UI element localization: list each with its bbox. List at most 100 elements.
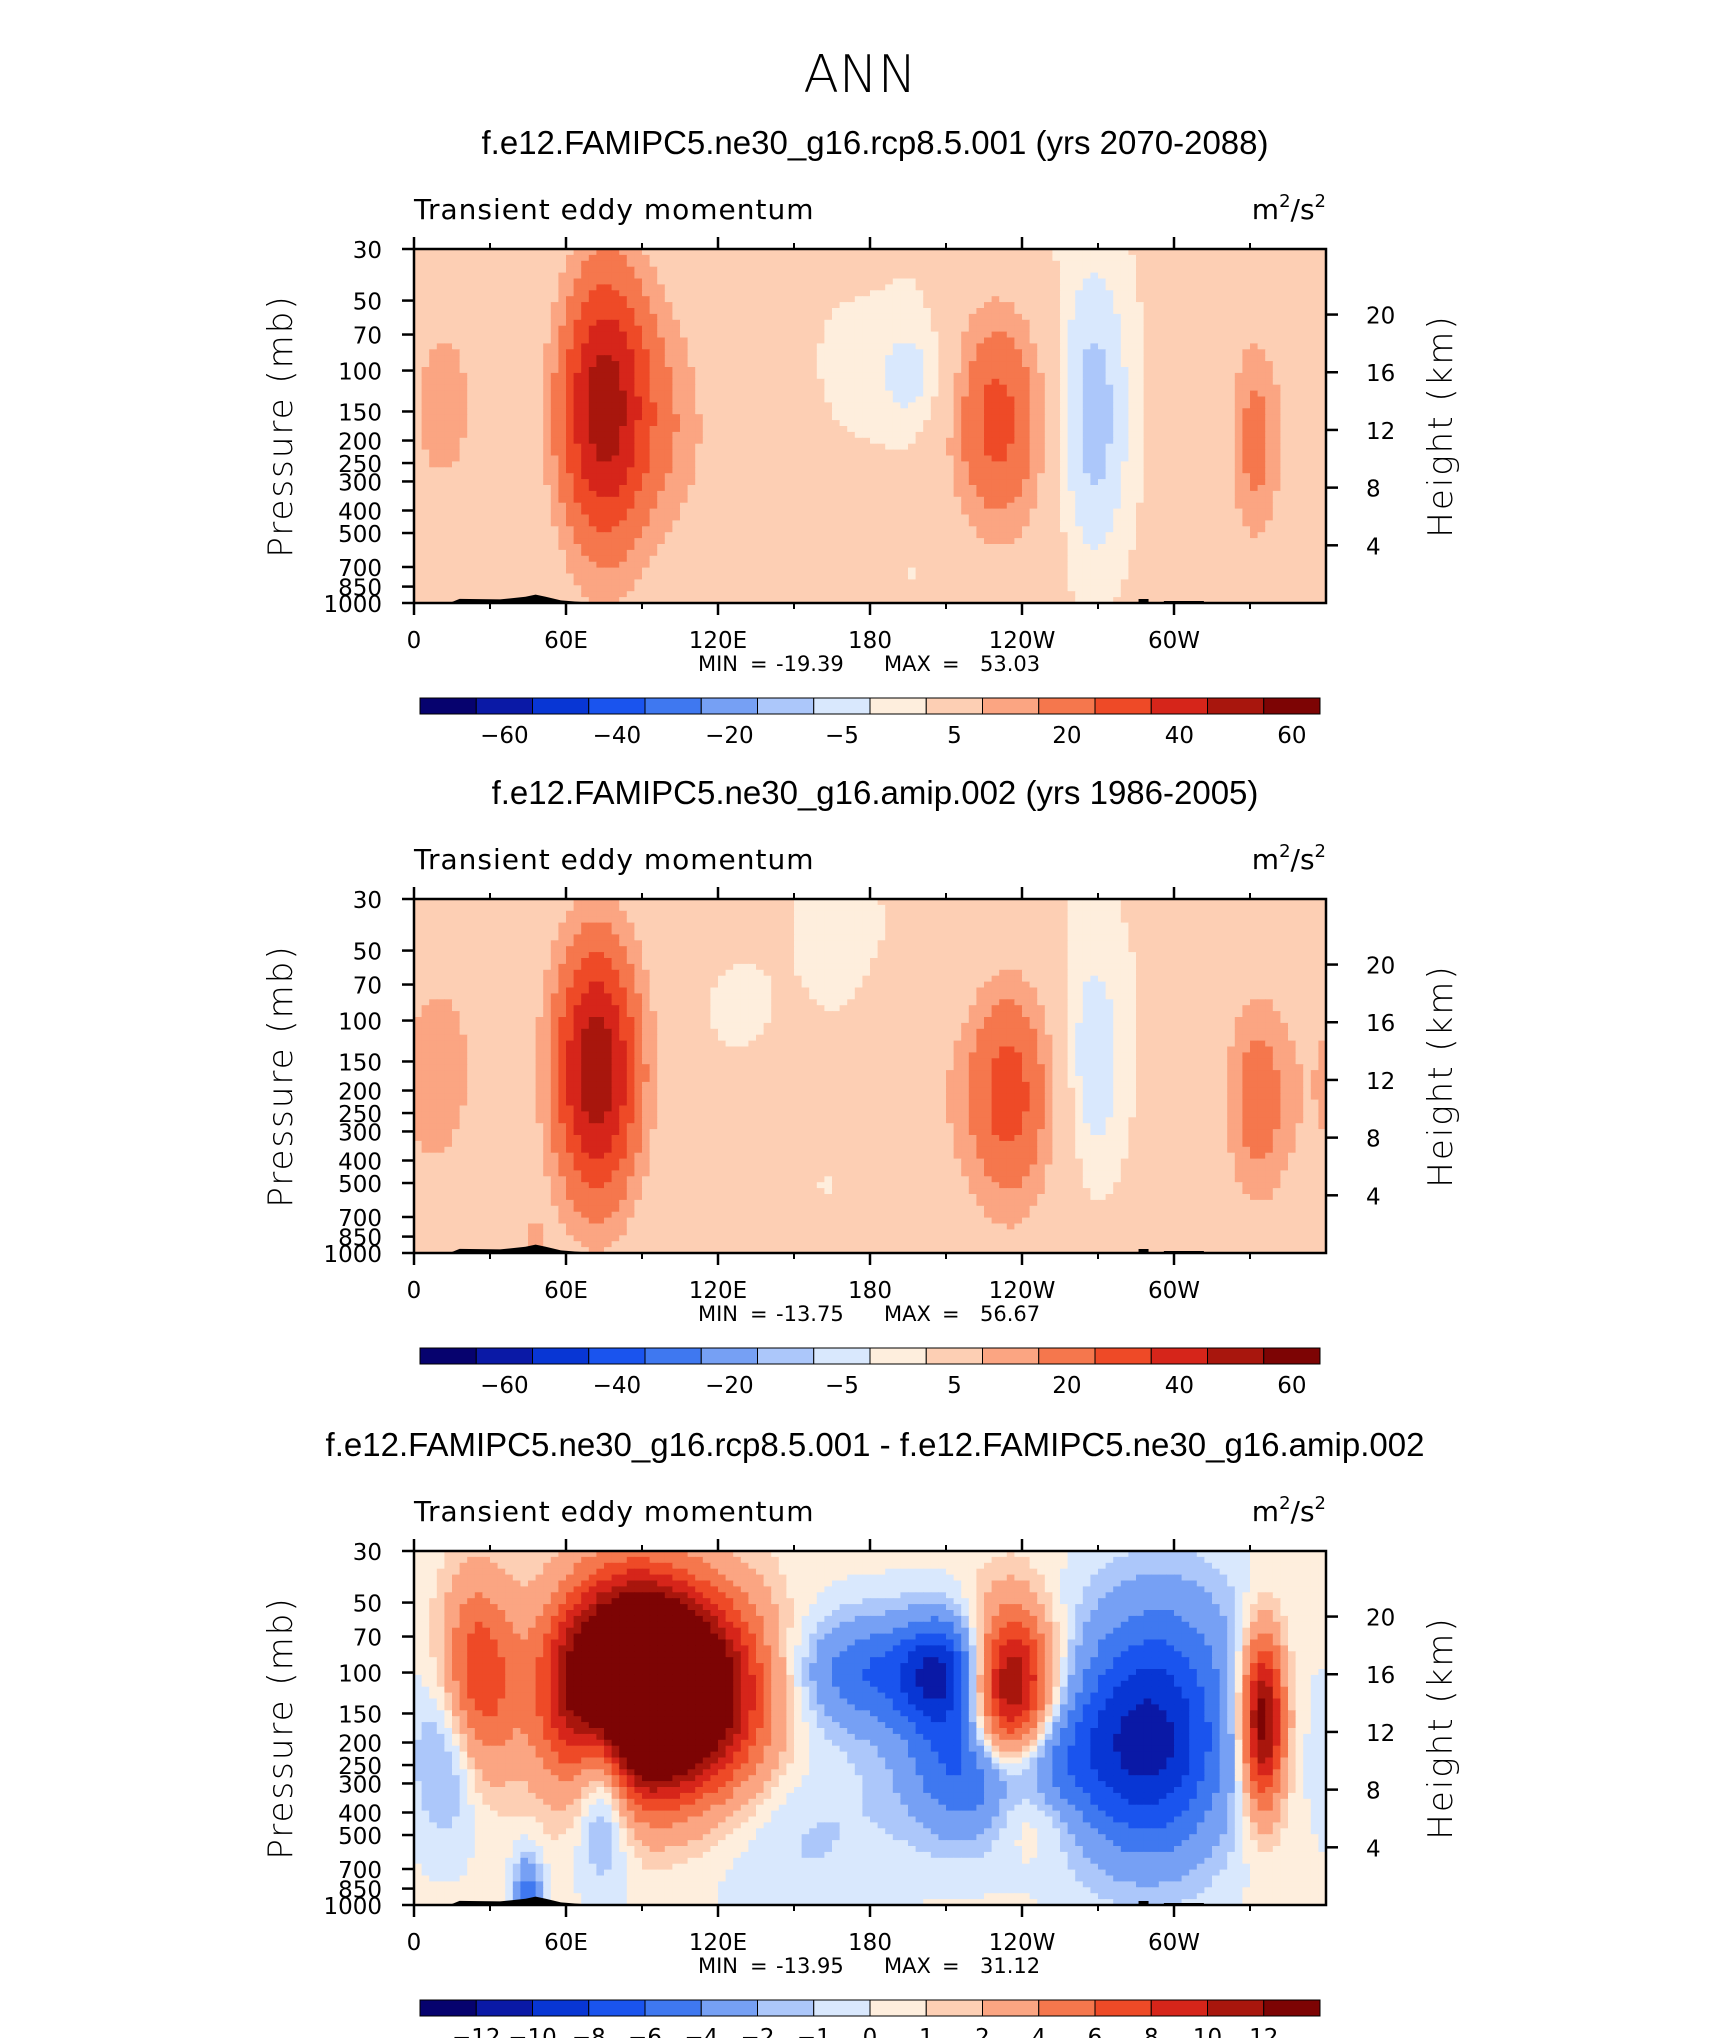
field-cell — [1303, 396, 1312, 403]
field-cell — [824, 479, 833, 486]
field-cell — [687, 343, 696, 350]
field-cell — [892, 249, 901, 256]
field-cell — [1120, 420, 1129, 427]
field-cell — [1219, 443, 1228, 451]
field-cell — [596, 426, 605, 433]
field-cell — [1067, 396, 1076, 403]
field-cell — [885, 396, 894, 403]
field-cell — [900, 308, 909, 315]
field-cell — [1280, 414, 1289, 421]
field-cell — [710, 449, 719, 457]
field-cell — [429, 455, 438, 462]
field-cell — [414, 490, 423, 498]
field-cell — [976, 414, 985, 421]
field-cell — [1006, 485, 1015, 492]
field-cell — [733, 296, 742, 303]
field-cell — [474, 367, 483, 374]
field-cell — [1219, 325, 1228, 333]
field-cell — [1052, 443, 1061, 451]
field-cell — [839, 396, 848, 403]
field-cell — [763, 337, 772, 344]
field-cell — [1120, 308, 1129, 315]
field-cell — [543, 455, 552, 462]
field-cell — [1151, 479, 1160, 486]
field-cell — [1128, 426, 1137, 433]
field-cell — [459, 278, 468, 285]
field-cell — [718, 284, 727, 291]
field-cell — [1113, 455, 1122, 462]
field-cell — [1022, 296, 1031, 303]
field-cell — [520, 266, 529, 274]
field-cell — [854, 260, 863, 268]
field-cell — [436, 431, 445, 439]
field-cell — [535, 479, 544, 486]
field-cell — [938, 426, 947, 433]
field-cell — [984, 355, 993, 362]
field-cell — [505, 378, 514, 386]
field-cell — [877, 260, 886, 268]
field-cell — [680, 455, 689, 462]
field-cell — [474, 355, 483, 362]
field-cell — [1037, 473, 1046, 480]
field-cell — [649, 473, 658, 480]
field-cell — [1204, 296, 1213, 303]
field-cell — [1280, 390, 1289, 398]
field-cell — [771, 390, 780, 398]
field-cell — [733, 272, 742, 280]
field-cell — [634, 266, 643, 274]
field-cell — [1295, 349, 1304, 356]
field-cell — [725, 355, 734, 362]
field-cell — [1288, 431, 1297, 439]
field-cell — [1090, 290, 1099, 297]
field-cell — [497, 426, 506, 433]
field-cell — [839, 367, 848, 374]
field-cell — [482, 331, 491, 339]
field-cell — [968, 455, 977, 462]
field-cell — [908, 402, 917, 409]
field-cell — [1295, 284, 1304, 291]
field-cell — [1128, 402, 1137, 409]
field-cell — [1128, 473, 1137, 480]
field-cell — [756, 355, 765, 362]
field-cell — [1143, 367, 1152, 374]
field-cell — [588, 290, 597, 297]
field-cell — [756, 414, 765, 421]
field-cell — [832, 343, 841, 350]
field-cell — [1280, 284, 1289, 291]
field-cell — [444, 384, 453, 392]
field-cell — [854, 455, 863, 462]
field-cell — [991, 325, 1000, 333]
field-cell — [566, 426, 575, 433]
field-cell — [566, 266, 575, 274]
field-cell — [725, 266, 734, 274]
field-cell — [1310, 420, 1319, 427]
field-cell — [474, 443, 483, 451]
field-cell — [892, 313, 901, 321]
field-cell — [490, 378, 499, 386]
field-cell — [1044, 473, 1053, 480]
field-cell — [854, 313, 863, 321]
field-cell — [1113, 343, 1122, 350]
field-cell — [854, 467, 863, 474]
field-cell — [968, 420, 977, 427]
field-cell — [581, 290, 590, 297]
field-cell — [1166, 390, 1175, 398]
field-cell — [581, 337, 590, 344]
field-cell — [695, 485, 704, 492]
field-cell — [1044, 278, 1053, 285]
field-cell — [756, 302, 765, 309]
field-cell — [497, 414, 506, 421]
field-cell — [1067, 467, 1076, 474]
field-cell — [862, 414, 871, 421]
field-cell — [596, 414, 605, 421]
field-cell — [474, 414, 483, 421]
field-cell — [870, 313, 879, 321]
field-cell — [1060, 378, 1069, 386]
field-cell — [870, 290, 879, 297]
field-cell — [1082, 473, 1091, 480]
field-cell — [497, 396, 506, 403]
field-cell — [1288, 485, 1297, 492]
field-cell — [1014, 308, 1023, 315]
field-cell — [444, 343, 453, 350]
field-cell — [1196, 467, 1205, 474]
